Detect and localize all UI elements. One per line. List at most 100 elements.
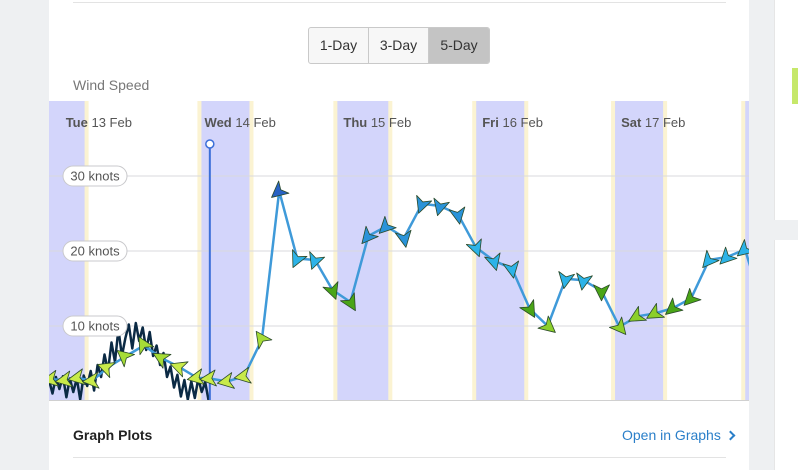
wind-arrow — [576, 272, 593, 291]
wind-speed-chart[interactable]: Tue 13 Feb Wed 14 Feb Thu 15 Feb Fri 16 Feb… — [49, 101, 749, 401]
wind-arrow — [292, 249, 308, 268]
wind-arrow-shape — [233, 366, 252, 384]
wind-arrow — [186, 368, 205, 386]
wind-arrow-shape — [576, 272, 593, 291]
day-label: Sat 17 Feb — [621, 115, 685, 130]
wind-arrow — [322, 281, 339, 300]
wind-arrow — [309, 251, 326, 270]
day-label: Fri 16 Feb — [482, 115, 543, 130]
wind-arrow-shape — [361, 225, 379, 245]
wind-arrow — [82, 371, 100, 389]
y-tick-label: 10 knots — [70, 319, 120, 334]
wind-arrow — [67, 368, 86, 386]
wind-arrow — [537, 315, 556, 333]
wind-arrow-shape — [152, 352, 172, 369]
y-tick-pill — [62, 315, 128, 337]
wind-arrow — [593, 284, 610, 302]
wind-arrow — [646, 302, 665, 319]
wind-arrow-shape — [138, 336, 155, 356]
wind-arrow-shape — [465, 238, 482, 258]
wind-arrow — [416, 195, 433, 214]
range-1-day-button[interactable]: 1-Day — [309, 28, 369, 63]
wind-arrow — [665, 297, 684, 315]
wind-arrow — [628, 305, 647, 322]
graph-plots-title: Graph Plots — [73, 427, 153, 443]
wind-arrow — [271, 180, 290, 198]
wind-arrow — [609, 316, 627, 335]
wind-arrow-shape — [378, 216, 397, 234]
wind-arrow — [97, 362, 116, 378]
wind-arrow — [49, 369, 59, 387]
wind-arrow — [378, 216, 397, 234]
wind-arrow-shape — [558, 271, 575, 290]
wind-arrow-shape — [186, 368, 205, 386]
current-time-handle[interactable] — [205, 139, 215, 149]
chevron-right-icon — [725, 430, 736, 441]
wind-arrow-shape — [292, 249, 308, 268]
wind-arrow-shape — [255, 330, 273, 350]
wind-arrow — [448, 206, 466, 225]
wind-arrow — [361, 225, 379, 245]
wind-arrow — [138, 336, 155, 356]
wind-arrow-shape — [82, 371, 100, 389]
wind-arrow-shape — [169, 361, 189, 378]
range-5-day-button[interactable]: 5-Day — [429, 28, 489, 63]
wind-arrow-shape — [683, 288, 702, 306]
open-in-graphs-link[interactable]: Open in Graphs — [622, 427, 736, 443]
wind-arrow — [558, 271, 575, 290]
open-in-graphs-label: Open in Graphs — [622, 427, 721, 443]
wind-arrow-shape — [448, 206, 466, 225]
wind-arrow-shape — [309, 251, 326, 270]
divider — [73, 457, 726, 458]
wind-arrow — [255, 330, 273, 350]
observed-line — [49, 321, 210, 401]
wind-arrow-shape — [702, 249, 720, 269]
side-panel — [774, 240, 798, 470]
wind-arrow — [465, 238, 482, 258]
wind-arrow — [54, 370, 73, 388]
y-tick-label: 30 knots — [70, 169, 120, 184]
wind-arrow-shape — [646, 302, 665, 319]
wind-arrow — [719, 246, 738, 265]
y-tick-label: 20 knots — [70, 244, 120, 259]
wind-arrow — [216, 372, 235, 389]
wind-arrow — [736, 239, 749, 257]
range-3-day-button[interactable]: 3-Day — [369, 28, 429, 63]
wind-arrow-shape — [736, 239, 749, 257]
wind-arrow-shape — [433, 197, 450, 217]
wind-arrow-shape — [54, 370, 73, 388]
day-label: Tue 13 Feb — [66, 115, 132, 130]
wind-arrow-shape — [537, 315, 556, 333]
wind-arrow-shape — [665, 297, 684, 315]
day-label: Wed 14 Feb — [205, 115, 276, 130]
side-panel — [774, 0, 798, 220]
wind-arrow-shape — [116, 349, 135, 368]
day-label: Thu 15 Feb — [343, 115, 411, 130]
wind-arrow-shape — [97, 362, 116, 378]
wind-arrow-shape — [49, 369, 59, 387]
side-accent — [792, 68, 798, 104]
y-tick-pill — [62, 165, 128, 187]
wind-arrow-shape — [199, 369, 217, 387]
wind-arrow-shape — [628, 305, 647, 322]
wind-arrow — [394, 229, 412, 248]
divider — [73, 2, 726, 3]
wind-arrow — [683, 288, 702, 306]
wind-arrow-shape — [416, 195, 433, 214]
wind-arrow — [484, 252, 501, 271]
wind-arrow — [169, 361, 189, 378]
wind-arrow-shape — [216, 372, 235, 389]
range-selector: 1-Day 3-Day 5-Day — [308, 27, 490, 64]
wind-arrow-shape — [719, 246, 738, 265]
wind-arrow — [199, 369, 217, 387]
wind-arrow-shape — [271, 180, 290, 198]
wind-arrow-shape — [484, 252, 501, 271]
wind-arrow-shape — [340, 292, 356, 312]
wind-arrow — [233, 366, 252, 384]
wind-arrow-shape — [593, 284, 610, 302]
wind-arrow-shape — [394, 229, 412, 248]
wind-arrow — [116, 349, 135, 368]
wind-arrow-shape — [609, 316, 627, 335]
wind-arrow — [340, 292, 356, 312]
wind-arrow — [502, 260, 520, 279]
